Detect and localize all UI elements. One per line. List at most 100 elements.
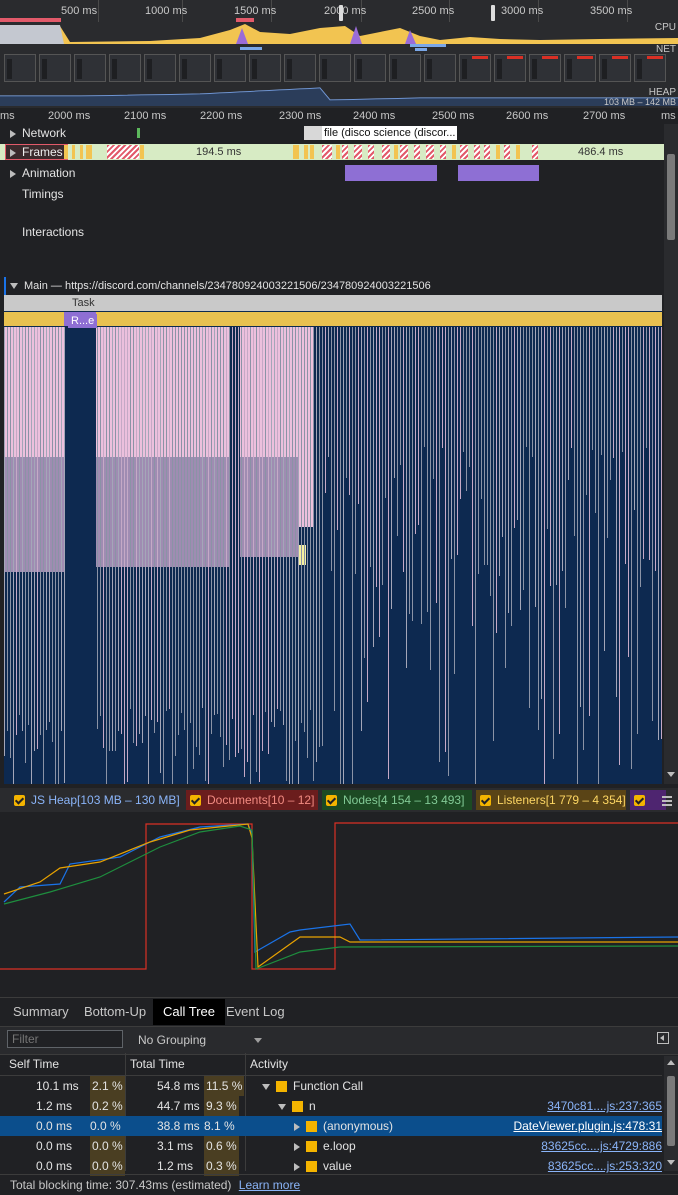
- partial-frame[interactable]: [516, 145, 520, 159]
- flame-bar[interactable]: [4, 327, 5, 757]
- screenshot-filmstrip[interactable]: [4, 54, 678, 84]
- flame-bar[interactable]: [577, 327, 578, 784]
- screenshot-thumbnail[interactable]: [74, 54, 106, 82]
- flame-bar[interactable]: [292, 327, 293, 784]
- flame-bar[interactable]: [646, 327, 647, 448]
- call-tree-row[interactable]: 0.0 ms 0.0 % 38.8 ms 8.1 % (anonymous) DateVi…: [0, 1116, 662, 1136]
- flame-bar[interactable]: [331, 327, 332, 572]
- screenshot-thumbnail[interactable]: [564, 54, 596, 82]
- flame-bar[interactable]: [475, 327, 476, 784]
- flame-bar[interactable]: [496, 327, 497, 633]
- flame-bar[interactable]: [151, 327, 152, 720]
- flame-bar[interactable]: [190, 327, 191, 724]
- flame-bar[interactable]: [661, 327, 662, 739]
- flame-bar[interactable]: [172, 327, 173, 784]
- flame-bar[interactable]: [418, 327, 419, 525]
- flame-bar[interactable]: [226, 327, 227, 745]
- screenshot-thumbnail[interactable]: [249, 54, 281, 82]
- flame-bar[interactable]: [208, 327, 209, 784]
- memory-legend-item[interactable]: JS Heap[103 MB – 130 MB]: [10, 790, 182, 810]
- flame-bar[interactable]: [202, 327, 203, 708]
- screenshot-thumbnail[interactable]: [599, 54, 631, 82]
- dropped-frame[interactable]: [368, 145, 374, 159]
- screenshot-thumbnail[interactable]: [354, 54, 386, 82]
- flame-bar[interactable]: [532, 327, 533, 458]
- flame-bar[interactable]: [25, 327, 26, 764]
- selected-range-start-handle[interactable]: [339, 5, 343, 21]
- filter-input[interactable]: [7, 1030, 123, 1048]
- flame-bar[interactable]: [451, 327, 452, 559]
- screenshot-thumbnail[interactable]: [179, 54, 211, 82]
- flame-bar[interactable]: [481, 327, 482, 499]
- flame-bar[interactable]: [130, 327, 131, 710]
- flame-bar[interactable]: [628, 327, 629, 657]
- partial-frame[interactable]: [64, 145, 68, 159]
- source-link[interactable]: 83625cc....js:253:320: [547, 1159, 662, 1173]
- call-tree-row[interactable]: 1.2 ms 0.2 % 44.7 ms 9.3 % n 3470c81....js:23…: [0, 1096, 662, 1116]
- flame-bar[interactable]: [205, 327, 206, 781]
- activity-cell[interactable]: Function Call: [262, 1076, 363, 1096]
- checkbox-icon[interactable]: [634, 795, 645, 807]
- flame-bar[interactable]: [103, 327, 104, 749]
- flame-bar[interactable]: [31, 327, 32, 784]
- dropped-frame[interactable]: [322, 145, 332, 159]
- flame-bar[interactable]: [124, 327, 125, 784]
- partial-frame[interactable]: [394, 145, 398, 159]
- animation-track-toggle[interactable]: Animation: [10, 166, 75, 180]
- flame-bar[interactable]: [37, 327, 38, 749]
- flame-bar[interactable]: [265, 327, 266, 713]
- flame-bar[interactable]: [400, 327, 401, 466]
- flame-bar[interactable]: [517, 327, 518, 520]
- flame-bar[interactable]: [499, 327, 500, 576]
- flame-bar[interactable]: [178, 327, 179, 735]
- animation-bar[interactable]: [458, 165, 539, 181]
- dropped-frame[interactable]: [440, 145, 446, 159]
- flame-bar[interactable]: [40, 327, 41, 736]
- flame-bar[interactable]: [445, 327, 446, 753]
- flame-bar[interactable]: [370, 327, 371, 568]
- learn-more-link[interactable]: Learn more: [238, 1178, 301, 1192]
- flame-bar[interactable]: [34, 327, 35, 752]
- menu-icon[interactable]: [662, 796, 672, 806]
- flame-bar[interactable]: [544, 327, 545, 784]
- flame-bar[interactable]: [13, 327, 14, 784]
- flame-bar[interactable]: [559, 327, 560, 734]
- flame-bar[interactable]: [241, 327, 242, 749]
- flame-bar[interactable]: [325, 327, 326, 493]
- flame-bar[interactable]: [283, 327, 284, 726]
- activity-cell[interactable]: (anonymous): [294, 1116, 393, 1136]
- flame-bar[interactable]: [223, 327, 224, 768]
- flame-bar[interactable]: [46, 327, 47, 731]
- flame-bar[interactable]: [385, 327, 386, 498]
- flame-bar[interactable]: [115, 327, 116, 751]
- dropped-frame[interactable]: [342, 145, 348, 159]
- tab-summary[interactable]: Summary: [13, 1004, 69, 1019]
- flame-bar[interactable]: [316, 327, 317, 763]
- flame-bar[interactable]: [652, 327, 653, 721]
- flame-bar[interactable]: [127, 327, 128, 782]
- flame-bar[interactable]: [322, 327, 323, 746]
- task-row[interactable]: [4, 295, 662, 311]
- animation-bar[interactable]: [345, 165, 437, 181]
- flame-bar[interactable]: [373, 327, 374, 648]
- partial-frame[interactable]: [496, 145, 500, 159]
- flame-bar[interactable]: [199, 327, 200, 755]
- flame-bar[interactable]: [625, 327, 626, 565]
- flame-bar[interactable]: [22, 327, 23, 731]
- flame-bar[interactable]: [535, 327, 536, 607]
- flame-bar[interactable]: [505, 327, 506, 669]
- flame-bar[interactable]: [181, 327, 182, 714]
- flame-bar[interactable]: [364, 327, 365, 658]
- flame-bar[interactable]: [655, 327, 656, 572]
- partial-frame[interactable]: [80, 145, 83, 159]
- memory-legend-item[interactable]: Nodes[4 154 – 13 493]: [322, 790, 472, 810]
- flame-bar[interactable]: [658, 327, 659, 741]
- scrollbar-thumb[interactable]: [667, 1076, 675, 1146]
- dropped-frame[interactable]: [460, 145, 468, 159]
- flame-bar[interactable]: [133, 327, 134, 743]
- activity-cell[interactable]: value: [294, 1156, 352, 1176]
- flame-bar[interactable]: [16, 327, 17, 736]
- flame-bar[interactable]: [19, 327, 20, 715]
- flame-bar[interactable]: [253, 327, 254, 715]
- dropped-frame[interactable]: [426, 145, 434, 159]
